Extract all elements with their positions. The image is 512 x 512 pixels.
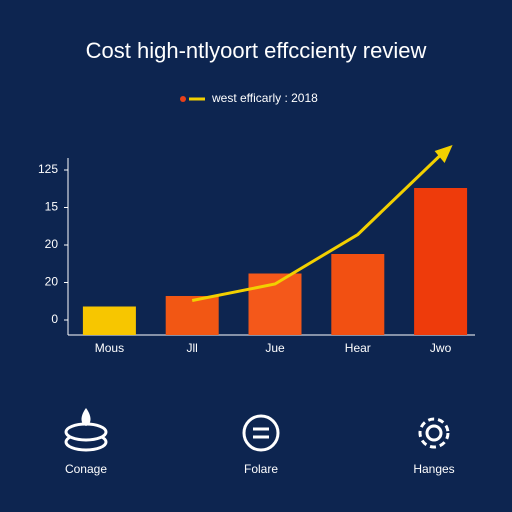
feature-label: Folare bbox=[244, 462, 278, 476]
x-tick-label: Jwo bbox=[430, 341, 452, 355]
y-tick-label: 20 bbox=[45, 275, 59, 289]
feature-label: Conage bbox=[65, 462, 107, 476]
feature-label: Hanges bbox=[413, 462, 454, 476]
x-tick-label: Jue bbox=[265, 341, 285, 355]
icon-circle bbox=[242, 414, 280, 452]
legend-label: west efficarly : 2018 bbox=[211, 91, 318, 105]
bar bbox=[414, 188, 468, 335]
chart-title: Cost high-ntlyoort effccienty review bbox=[86, 38, 427, 63]
y-tick-label: 125 bbox=[38, 162, 58, 176]
x-tick-label: Mous bbox=[95, 341, 124, 355]
line bbox=[191, 153, 442, 302]
x-tick-label: Jll bbox=[187, 341, 198, 355]
arrow-head bbox=[434, 145, 453, 163]
bar bbox=[331, 254, 385, 335]
icon-coins bbox=[64, 408, 108, 452]
x-tick-label: Hear bbox=[345, 341, 371, 355]
bar bbox=[82, 306, 136, 335]
icon-gear bbox=[418, 417, 450, 449]
y-tick-label: 15 bbox=[45, 200, 59, 214]
legend-dot bbox=[180, 96, 186, 102]
y-tick-label: 0 bbox=[51, 312, 58, 326]
bar bbox=[165, 296, 219, 335]
y-tick-label: 20 bbox=[45, 237, 59, 251]
